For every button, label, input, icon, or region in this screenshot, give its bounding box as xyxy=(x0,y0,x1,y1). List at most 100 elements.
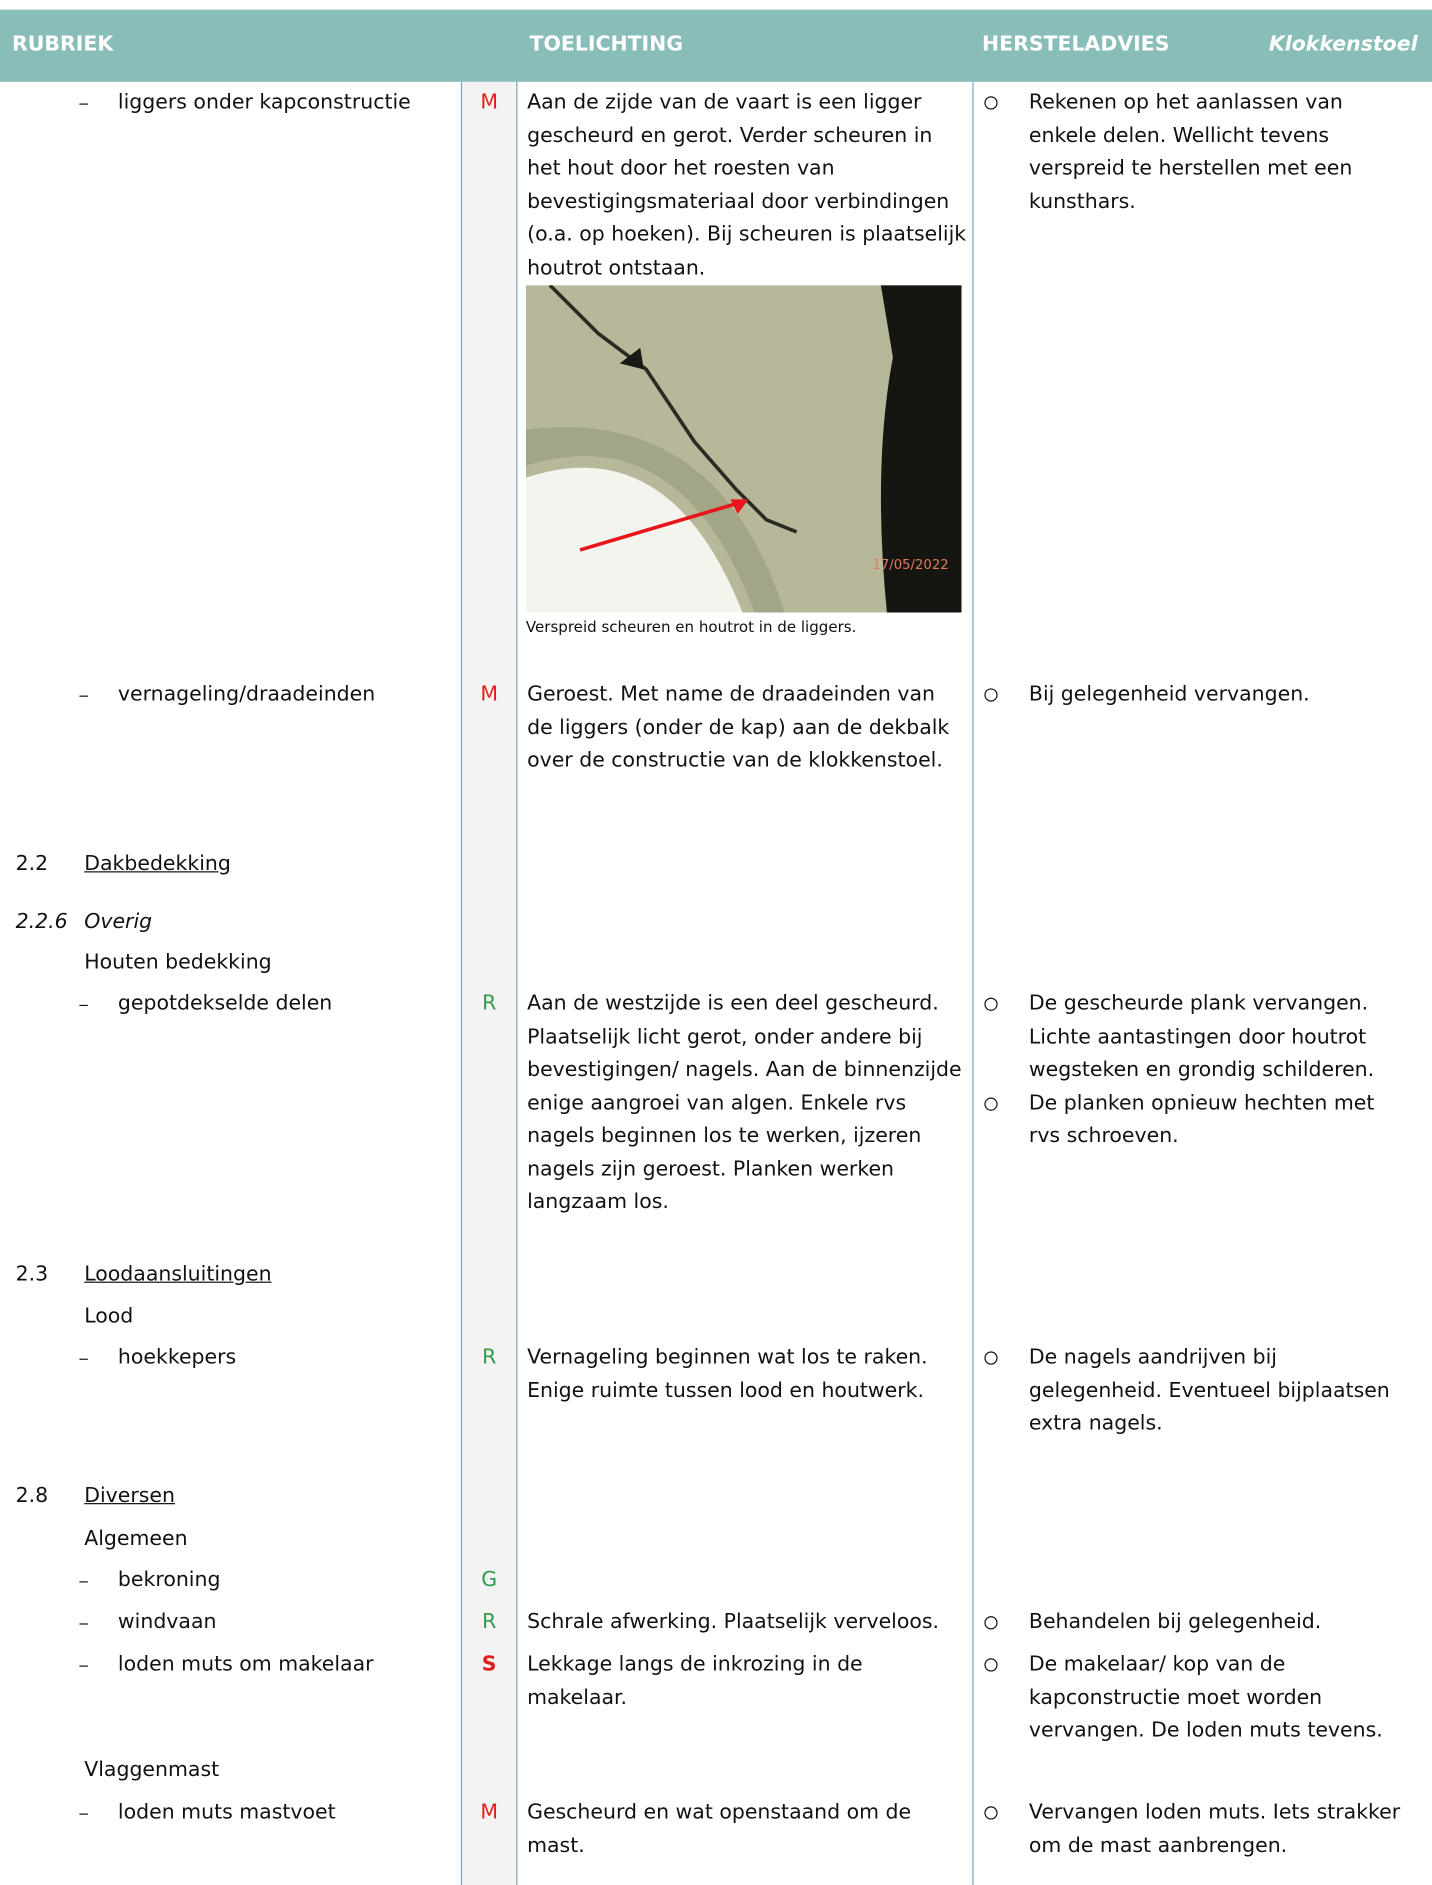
dash xyxy=(79,1581,88,1583)
item-label: hoekkepers xyxy=(117,1345,237,1370)
subsection-number: 2.2.6 xyxy=(15,909,68,934)
dash xyxy=(79,1665,88,1667)
herstel-advies: De nagels aandrijven bij gelegenheid. Ev… xyxy=(984,1342,1408,1441)
bullet xyxy=(984,688,998,702)
photo-shape xyxy=(548,285,798,534)
advies-text: De makelaar/ kop van de kapconstructie m… xyxy=(1028,1652,1383,1743)
photo-date: 17/05/2022 xyxy=(872,558,948,573)
herstel-advies: Rekenen op het aanlassen van enkele dele… xyxy=(984,87,1408,219)
group-title: Houten bedekking xyxy=(84,950,272,975)
photo-shape xyxy=(579,500,744,552)
toelichting: Aan de westzijde is een deel gescheurd. … xyxy=(527,988,966,1220)
dash xyxy=(79,1623,88,1625)
toelichting-text: Vernageling beginnen wat los te raken. E… xyxy=(527,1345,928,1403)
code-column xyxy=(460,81,518,1885)
advies-item: De gescheurde plank vervangen. Lichte aa… xyxy=(984,988,1408,1087)
photo-shape xyxy=(880,285,962,613)
column-divider xyxy=(972,81,974,1885)
photo-shape xyxy=(730,499,749,514)
table-header: RUBRIEK TOELICHTING HERSTELADVIES Klokke… xyxy=(0,9,1432,82)
section-heading: 2.2 Dakbedekking xyxy=(16,848,231,881)
toelichting-text: Lekkage langs de inkrozing in de makelaa… xyxy=(527,1652,863,1710)
herstel-advies: Bij gelegenheid vervangen. xyxy=(984,679,1408,712)
toelichting: Schrale afwerking. Plaatselijk verveloos… xyxy=(527,1607,966,1640)
subsection-title: Overig xyxy=(84,909,153,934)
photo-shape xyxy=(525,467,743,613)
status-code: M xyxy=(480,90,499,115)
photo-shape xyxy=(525,427,785,613)
advies-text: Behandelen bij gelegenheid. xyxy=(1028,1610,1322,1635)
dash xyxy=(79,1004,88,1007)
advies-text: De nagels aandrijven bij gelegenheid. Ev… xyxy=(1028,1345,1390,1436)
group-title: Algemeen xyxy=(84,1527,188,1552)
item-label: windvaan xyxy=(117,1610,217,1635)
bullet xyxy=(984,1616,998,1630)
bullet xyxy=(984,997,998,1011)
status-code: R xyxy=(482,991,497,1016)
section-heading: 2.8 Diversen xyxy=(16,1480,175,1513)
section-title: Loodaansluitingen xyxy=(84,1262,272,1287)
advies-item: De nagels aandrijven bij gelegenheid. Ev… xyxy=(984,1342,1408,1441)
advies-text: De gescheurde plank vervangen. Lichte aa… xyxy=(1028,991,1375,1082)
group-title: Lood xyxy=(84,1304,134,1329)
section-title: Dakbedekking xyxy=(84,852,231,877)
item-label: loden muts mastvoet xyxy=(117,1800,336,1825)
header-object: Klokkenstoel xyxy=(1268,32,1418,57)
toelichting-text: Aan de westzijde is een deel gescheurd. … xyxy=(527,991,962,1215)
herstel-advies: Vervangen loden muts. Iets strakker om d… xyxy=(984,1797,1408,1863)
section-number: 2.2 xyxy=(15,852,49,877)
bullet xyxy=(984,96,998,110)
section-number: 2.3 xyxy=(15,1262,49,1287)
photo: 17/05/2022 xyxy=(525,285,962,613)
item-label: gepotdekselde delen xyxy=(117,991,333,1016)
toelichting-text: Geroest. Met name de draadeinden van de … xyxy=(527,682,950,773)
item-label: bekroning xyxy=(117,1568,221,1593)
subsection-heading: 2.2.6 Overig xyxy=(16,906,152,939)
advies-text: Vervangen loden muts. Iets strakker om d… xyxy=(1028,1800,1401,1858)
bullet xyxy=(984,1351,998,1365)
item-label: liggers onder kapconstructie xyxy=(117,90,411,115)
header-herstel: HERSTELADVIES xyxy=(981,32,1170,57)
photo-caption: Verspreid scheuren en houtrot in de ligg… xyxy=(525,617,857,636)
toelichting-text: Gescheurd en wat openstaand om de mast. xyxy=(527,1800,912,1858)
bullet xyxy=(984,1806,998,1820)
dash xyxy=(79,1358,88,1360)
photo-shape xyxy=(619,347,644,370)
advies-item: Bij gelegenheid vervangen. xyxy=(984,679,1408,712)
header-rubriek: RUBRIEK xyxy=(12,32,114,57)
herstel-advies: Behandelen bij gelegenheid. xyxy=(984,1607,1408,1640)
advies-item: De makelaar/ kop van de kapconstructie m… xyxy=(984,1649,1408,1748)
group-title: Vlaggenmast xyxy=(84,1758,220,1783)
toelichting: Geroest. Met name de draadeinden van de … xyxy=(527,679,966,778)
toelichting-text: Schrale afwerking. Plaatselijk verveloos… xyxy=(527,1610,940,1635)
status-code: G xyxy=(481,1568,498,1593)
status-code: R xyxy=(482,1610,497,1635)
dash xyxy=(79,1813,88,1815)
status-code: M xyxy=(480,682,499,707)
advies-item: Rekenen op het aanlassen van enkele dele… xyxy=(984,87,1408,219)
toelichting-text: Aan de zijde van de vaart is een ligger … xyxy=(527,90,967,280)
herstel-advies: De makelaar/ kop van de kapconstructie m… xyxy=(984,1649,1408,1748)
section-number: 2.8 xyxy=(15,1483,49,1508)
section-title: Diversen xyxy=(84,1483,176,1508)
advies-text: Bij gelegenheid vervangen. xyxy=(1028,682,1310,707)
advies-text: De planken opnieuw hechten met rvs schro… xyxy=(1028,1090,1375,1149)
item-label: vernageling/draadeinden xyxy=(117,682,376,707)
status-code: M xyxy=(480,1800,499,1825)
dash xyxy=(79,103,88,105)
bullet xyxy=(984,1658,998,1672)
advies-item: Vervangen loden muts. Iets strakker om d… xyxy=(984,1797,1408,1863)
toelichting: Gescheurd en wat openstaand om de mast. xyxy=(527,1797,966,1863)
header-toelichting: TOELICHTING xyxy=(529,32,684,57)
herstel-advies: De gescheurde plank vervangen. Lichte aa… xyxy=(984,988,1408,1153)
toelichting: Lekkage langs de inkrozing in de makelaa… xyxy=(527,1649,966,1715)
advies-text: Rekenen op het aanlassen van enkele dele… xyxy=(1028,90,1353,214)
status-code: R xyxy=(482,1345,497,1370)
item-label: loden muts om makelaar xyxy=(117,1652,374,1677)
bullet xyxy=(984,1096,998,1111)
advies-item: De planken opnieuw hechten met rvs schro… xyxy=(984,1087,1408,1153)
section-heading: 2.3 Loodaansluitingen xyxy=(16,1259,272,1292)
status-code: S xyxy=(481,1652,497,1677)
